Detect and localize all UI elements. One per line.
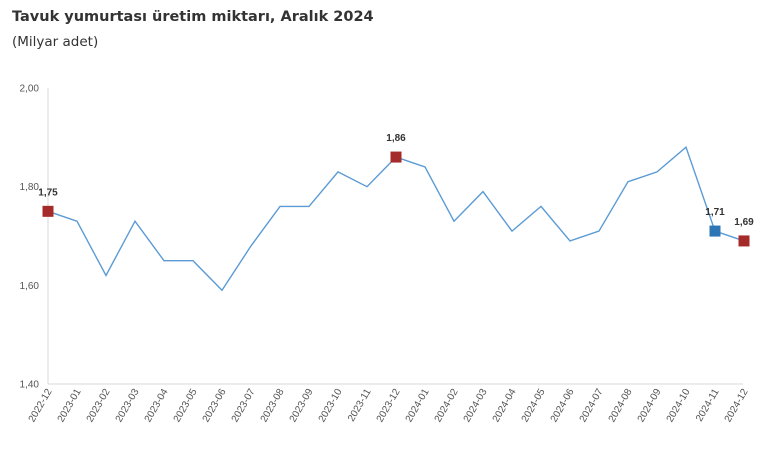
highlight-marker — [42, 205, 54, 217]
chart-subtitle: (Milyar adet) — [12, 34, 99, 50]
x-tick-label: 2023-11 — [346, 387, 374, 424]
x-tick-label: 2023-06 — [201, 387, 229, 425]
x-tick-label: 2023-10 — [317, 387, 345, 425]
x-tick-label: 2023-09 — [288, 387, 316, 425]
x-tick-label: 2024-07 — [578, 387, 606, 425]
highlight-marker — [390, 151, 402, 163]
x-tick-label: 2023-03 — [114, 387, 142, 425]
y-tick-label: 1,60 — [20, 281, 40, 292]
x-tick-label: 2023-05 — [172, 387, 200, 425]
x-tick-label: 2024-10 — [665, 387, 693, 425]
highlight-markers: 1,75 1,86 1,71 1,69 — [38, 133, 754, 247]
y-tick-label: 1,80 — [20, 182, 40, 193]
x-tick-label: 2024-06 — [549, 387, 577, 425]
highlight-marker — [738, 235, 750, 247]
x-tick-labels: 2022-12 2023-01 2023-02 2023-03 2023-04 2023-… — [27, 387, 751, 425]
x-tick-label: 2024-12 — [723, 387, 751, 425]
x-tick-label: 2024-11 — [694, 387, 722, 424]
data-label: 1,71 — [705, 207, 725, 218]
x-tick-label: 2024-04 — [491, 387, 519, 425]
y-tick-labels: 1,40 1,60 1,80 2,00 — [20, 84, 40, 391]
data-label: 1,69 — [734, 217, 754, 228]
x-tick-label: 2024-02 — [433, 387, 461, 425]
x-tick-label: 2023-01 — [56, 387, 84, 425]
x-tick-label: 2023-08 — [259, 387, 287, 425]
x-tick-label: 2024-03 — [462, 387, 490, 425]
y-tick-label: 1,40 — [20, 380, 40, 391]
x-tick-label: 2023-12 — [375, 387, 403, 425]
data-label: 1,75 — [38, 187, 58, 198]
x-tick-label: 2024-01 — [404, 387, 432, 425]
x-tick-label: 2024-05 — [520, 387, 548, 425]
data-label: 1,86 — [386, 133, 406, 144]
y-tick-label: 2,00 — [20, 84, 40, 95]
x-tick-label: 2024-08 — [607, 387, 635, 425]
x-tick-label: 2023-02 — [85, 387, 113, 425]
series-line — [47, 146, 745, 292]
x-tick-label: 2022-12 — [27, 387, 55, 425]
x-tick-label: 2023-04 — [143, 387, 171, 425]
highlight-marker — [709, 225, 721, 237]
chart-title: Tavuk yumurtası üretim miktarı, Aralık 2… — [12, 9, 374, 25]
x-tick-label: 2023-07 — [230, 387, 258, 425]
x-tick-label: 2024-09 — [636, 387, 664, 425]
